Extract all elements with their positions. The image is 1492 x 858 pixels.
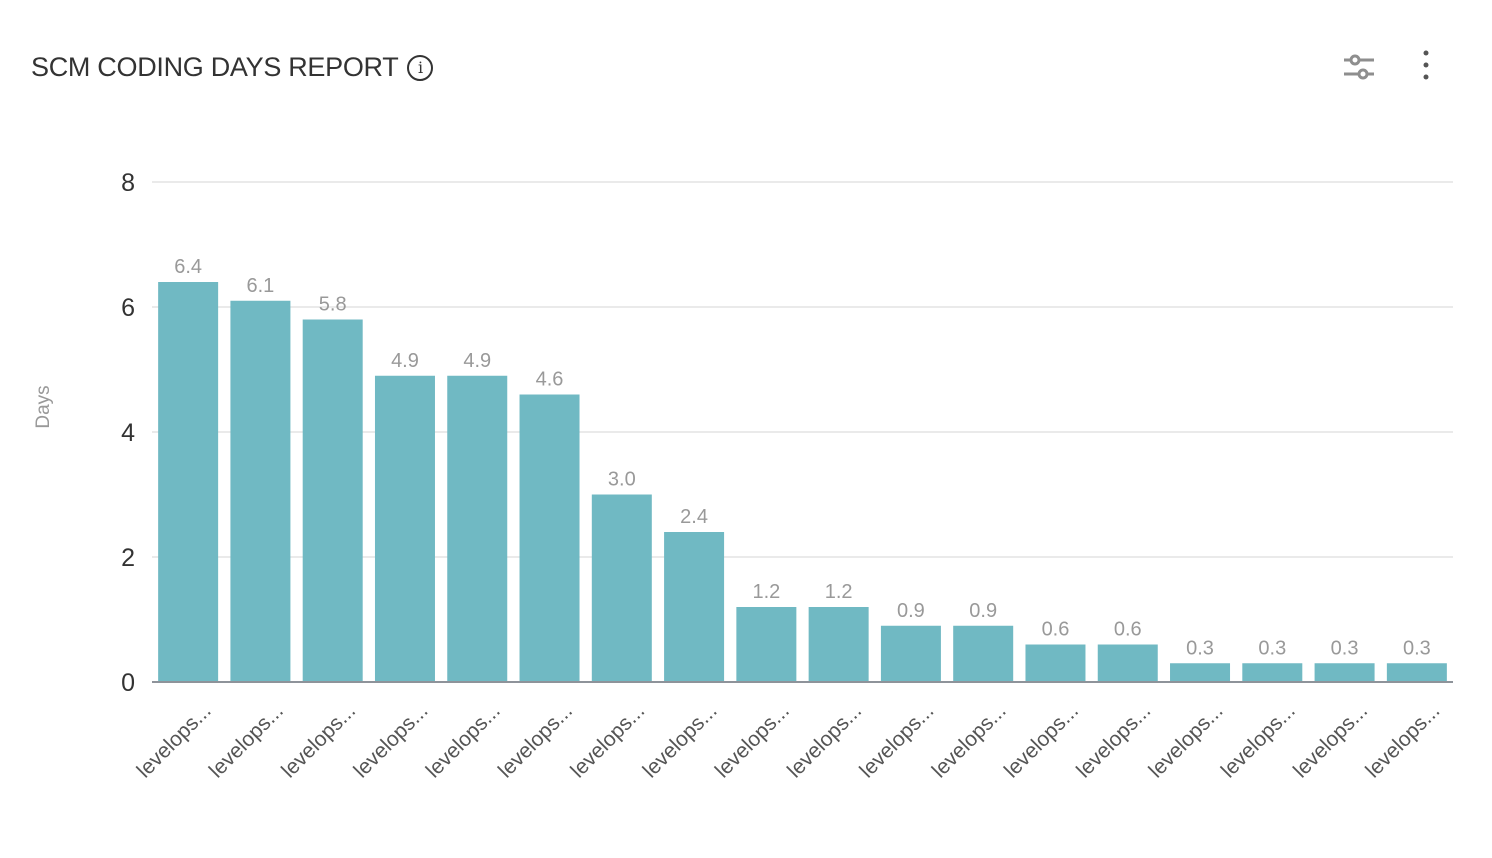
bar[interactable] [374,375,435,682]
data-label: 1.2 [752,581,780,603]
x-tick-label: levelops... [638,699,721,782]
y-tick-label: 8 [121,169,135,197]
x-tick-label: levelops... [783,699,866,782]
data-label: 0.3 [1403,637,1431,659]
data-label: 0.6 [1042,619,1070,641]
x-tick-label: levelops... [1361,699,1444,782]
x-tick-label: levelops... [1289,699,1372,782]
y-tick-label: 6 [121,294,135,322]
x-tick-label: levelops... [277,699,360,782]
x-tick-label: levelops... [422,699,505,782]
data-label: 0.3 [1331,637,1359,659]
data-label: 6.1 [247,275,275,297]
info-icon[interactable]: i [407,54,434,81]
bar[interactable] [1025,644,1086,683]
data-label: 0.9 [969,600,997,622]
x-tick-label: levelops... [855,699,938,782]
data-label: 1.2 [825,581,853,603]
data-label: 0.3 [1186,637,1214,659]
y-tick-label: 4 [121,419,135,447]
y-tick-label: 2 [121,544,135,572]
x-tick-label: levelops... [1000,699,1083,782]
bar[interactable] [447,375,508,682]
y-tick-label: 0 [121,669,135,697]
bar[interactable] [1170,663,1231,682]
data-label: 0.6 [1114,619,1142,641]
data-label: 4.9 [391,350,419,372]
bar[interactable] [1386,663,1447,682]
bar[interactable] [302,319,363,683]
bar[interactable] [1314,663,1375,682]
y-axis-label: Days [33,385,54,428]
data-label: 2.4 [680,506,708,528]
data-label: 5.8 [319,294,347,316]
bar[interactable] [736,607,797,682]
bar[interactable] [664,532,725,682]
bar[interactable] [808,607,869,682]
x-tick-label: levelops... [494,699,577,782]
data-label: 3.0 [608,469,636,491]
report-title-text: SCM CODING DAYS REPORT [31,52,399,82]
bar[interactable] [230,300,291,682]
x-tick-label: levelops... [1217,699,1300,782]
bar[interactable] [953,625,1014,682]
bar[interactable] [519,394,580,683]
data-label: 0.3 [1258,637,1286,659]
x-tick-label: levelops... [349,699,432,782]
x-tick-label: levelops... [1072,699,1155,782]
x-tick-label: levelops... [566,699,649,782]
bar[interactable] [591,494,652,683]
bar[interactable] [1097,644,1158,683]
more-vertical-icon[interactable] [1414,48,1438,84]
bar[interactable] [1242,663,1303,682]
x-tick-label: levelops... [205,699,288,782]
data-label: 4.6 [536,369,564,391]
report-title: SCM CODING DAYS REPORT i [31,52,434,83]
data-label: 4.9 [463,350,491,372]
bar[interactable] [880,625,941,682]
data-label: 0.9 [897,600,925,622]
x-tick-label: levelops... [133,699,216,782]
data-label: 6.4 [174,256,202,278]
sliders-icon[interactable] [1342,52,1376,86]
x-tick-label: levelops... [711,699,794,782]
bar[interactable] [158,282,219,682]
x-tick-label: levelops... [1144,699,1227,782]
x-tick-label: levelops... [928,699,1011,782]
